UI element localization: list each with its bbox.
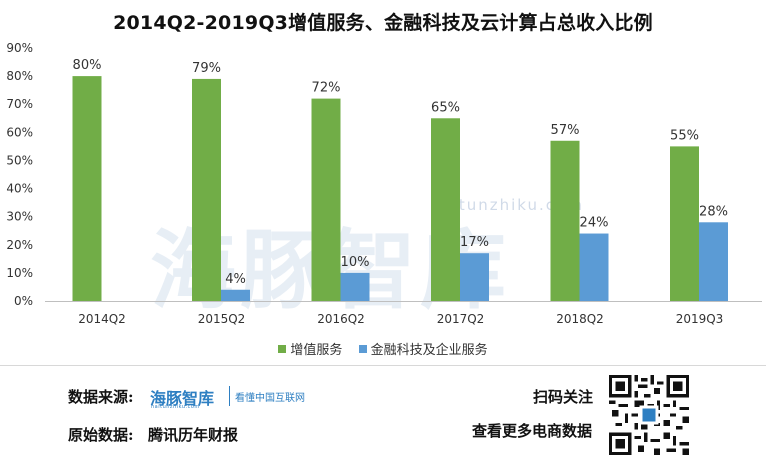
brand-url: haitunzhiku.com <box>151 404 200 410</box>
legend-item-fintech: 金融科技及企业服务 <box>358 339 488 358</box>
y-tick-label: 0% <box>14 294 33 308</box>
origin-value: 腾讯历年财报 <box>148 426 239 444</box>
data-label-fintech: 10% <box>341 255 370 270</box>
x-tick-label: 2018Q2 <box>556 312 604 326</box>
bar-value-added <box>670 146 699 301</box>
data-label-value-added: 72% <box>312 81 341 96</box>
x-tick-label: 2016Q2 <box>317 312 365 326</box>
brand-logo-text: 海豚智库 <box>150 389 215 408</box>
y-tick-label: 80% <box>6 69 33 83</box>
x-tick-label: 2017Q2 <box>437 312 485 326</box>
legend-item-value-added: 增值服务 <box>278 339 342 358</box>
chart-title: 2014Q2-2019Q3增值服务、金融科技及云计算占总收入比例 <box>113 12 653 34</box>
bar-value-added <box>550 140 580 301</box>
legend-label-fintech: 金融科技及企业服务 <box>370 343 488 358</box>
data-label-value-added: 55% <box>670 128 699 143</box>
data-label-value-added: 57% <box>551 123 580 138</box>
y-tick-label: 60% <box>6 125 33 139</box>
y-tick-label: 10% <box>6 266 33 280</box>
y-tick-label: 20% <box>6 238 33 252</box>
scan-label: 扫码关注 <box>533 388 594 406</box>
qr-logo-icon <box>642 408 656 422</box>
data-label-value-added: 79% <box>192 61 221 76</box>
data-label-value-added: 65% <box>431 100 460 115</box>
footer: 数据来源: 海豚智库 haitunzhiku.com 看懂中国互联网 原始数据:… <box>0 365 766 457</box>
legend-swatch-green <box>278 344 287 353</box>
chart-legend: 增值服务 金融科技及企业服务 <box>0 339 766 358</box>
bar-value-added <box>431 118 460 302</box>
data-label-fintech: 17% <box>460 235 489 250</box>
bar-fintech <box>579 233 609 301</box>
bar-fintech <box>699 222 728 301</box>
data-label-value-added: 80% <box>73 58 102 73</box>
x-tick-label: 2019Q3 <box>676 312 724 326</box>
watermark-url: haitunzhiku.com <box>430 196 584 214</box>
bar-value-added <box>311 98 341 301</box>
bar-value-added <box>192 78 221 301</box>
x-tick-label: 2014Q2 <box>78 312 126 326</box>
origin-label: 原始数据: <box>68 426 134 444</box>
data-label-fintech: 28% <box>699 204 728 219</box>
brand-divider <box>229 386 230 406</box>
data-label-fintech: 4% <box>225 272 246 287</box>
legend-swatch-blue <box>358 344 367 353</box>
y-tick-label: 70% <box>6 97 33 111</box>
legend-label-value-added: 增值服务 <box>290 343 343 358</box>
source-label: 数据来源: <box>68 388 134 406</box>
y-tick-label: 50% <box>6 153 33 167</box>
bar-chart: 0% 10% 20% 30% 40% 50% 60% 70% 80% 90% 80% 2014Q2 79… <box>6 41 762 326</box>
y-tick-label: 30% <box>6 210 33 224</box>
more-data-label: 查看更多电商数据 <box>472 422 593 440</box>
bar-fintech <box>221 289 250 301</box>
bar-fintech <box>460 253 489 301</box>
y-tick-label: 90% <box>6 41 33 55</box>
chart-area: 海豚智库 haitunzhiku.com 0%10%20%30%40%50%60… <box>6 12 762 326</box>
x-tick-label: 2015Q2 <box>198 312 246 326</box>
data-label-fintech: 24% <box>580 216 609 231</box>
bar-fintech <box>340 272 370 301</box>
brand-tagline: 看懂中国互联网 <box>235 393 305 404</box>
y-tick-label: 40% <box>6 182 33 196</box>
bar-value-added <box>72 76 102 301</box>
qr-code-icon[interactable] <box>609 375 689 455</box>
